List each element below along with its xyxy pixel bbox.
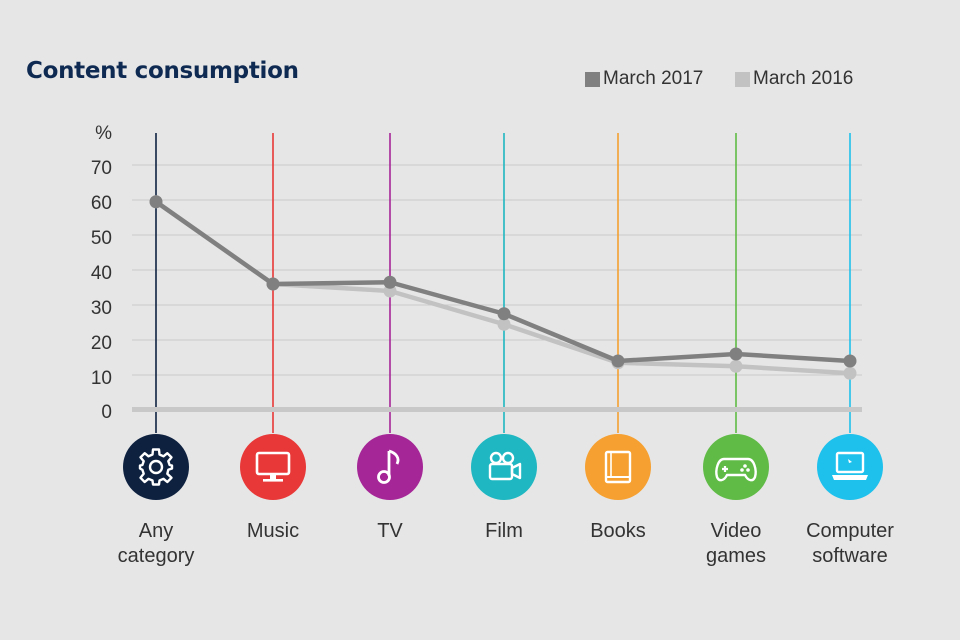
x-tick-label-computer-software: Computer software (806, 520, 894, 567)
legend-label-march-2016: March 2016 (753, 68, 854, 89)
x-tick-label-tv: TV (377, 520, 403, 542)
data-point (729, 359, 743, 373)
x-axis-baseline (132, 407, 862, 412)
x-tick-label-video-games: Video games (705, 520, 767, 567)
y-tick-label: 60 (90, 193, 112, 214)
y-tick-label: 30 (90, 298, 112, 319)
data-point (729, 347, 743, 361)
chart-title: Content consumption (26, 58, 299, 84)
legend-item-march-2016: March 2016 (735, 68, 853, 90)
video-camera-icon (471, 434, 537, 500)
book-icon (585, 434, 651, 500)
data-point (843, 366, 857, 380)
y-tick-label: 40 (90, 263, 112, 284)
x-tick-label-music: Music (246, 520, 300, 542)
data-point (149, 195, 163, 209)
legend-item-march-2017: March 2017 (585, 68, 703, 90)
series-line-march-2017 (154, 199, 851, 364)
laptop-icon (817, 434, 883, 500)
y-tick-label: 10 (90, 368, 112, 389)
data-point (266, 277, 280, 291)
x-tick-label-books: Books (590, 520, 646, 542)
series-line-march-2016 (154, 199, 851, 376)
music-note-icon (357, 434, 423, 500)
y-tick-label: 0 (101, 402, 112, 423)
y-tick-label: 70 (90, 158, 112, 179)
x-tick-label-film: Film (485, 520, 523, 542)
x-tick-label-any-category: Any category (117, 520, 195, 567)
y-tick-label: 50 (90, 228, 112, 249)
monitor-icon (240, 434, 306, 500)
legend-swatch-march-2016 (735, 71, 750, 87)
y-axis-unit-label: % (95, 123, 112, 144)
y-tick-label: 20 (90, 333, 112, 354)
data-point (843, 354, 857, 368)
data-point (383, 275, 397, 289)
data-point (611, 354, 625, 368)
gear-icon (123, 434, 189, 500)
data-point (497, 317, 511, 331)
gamepad-icon (703, 434, 769, 500)
legend-swatch-march-2017 (585, 71, 600, 87)
legend-label-march-2017: March 2017 (603, 68, 704, 89)
data-point (497, 307, 511, 321)
